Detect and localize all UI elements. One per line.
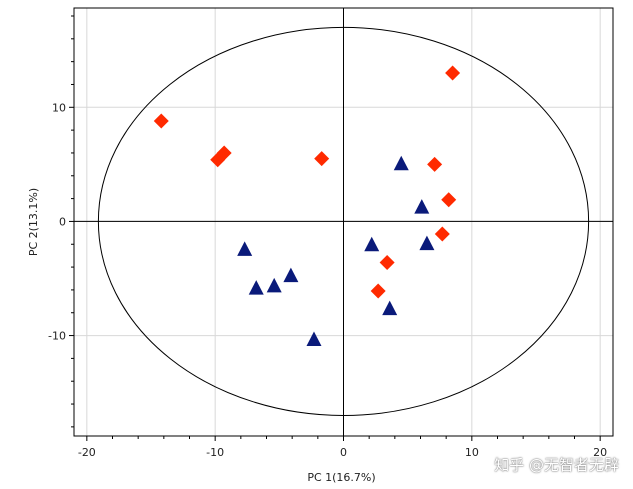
data-point-triangle — [364, 236, 380, 252]
watermark-text: 知乎 @无智者无辟 — [494, 456, 619, 474]
data-point-triangle — [393, 155, 409, 171]
data-point-diamond — [216, 145, 232, 161]
x-tick-label: -20 — [78, 446, 96, 459]
data-point-diamond — [314, 151, 330, 167]
data-point-triangle — [237, 241, 253, 256]
data-point-triangle — [419, 235, 435, 251]
data-point-diamond — [153, 113, 169, 129]
x-tick-label: -10 — [206, 446, 224, 459]
data-point-diamond — [434, 226, 450, 242]
y-axis-title: PC 2(13.1%) — [27, 188, 40, 256]
data-point-triangle — [382, 300, 398, 316]
axis-ticks: -20 -10 0 10 20 -10 0 10 — [48, 15, 607, 459]
data-point-triangle — [266, 277, 282, 293]
data-point-triangle — [306, 331, 322, 346]
data-point-triangle — [414, 199, 430, 214]
data-points — [153, 65, 461, 346]
data-point-diamond — [427, 156, 443, 172]
data-point-triangle — [283, 267, 299, 283]
x-tick-label: 0 — [340, 446, 347, 459]
data-point-diamond — [445, 65, 461, 81]
data-point-triangle — [248, 280, 264, 295]
x-tick-label: 20 — [593, 446, 607, 459]
data-point-diamond — [370, 283, 386, 299]
x-axis-title: PC 1(16.7%) — [307, 471, 375, 484]
x-tick-label: 10 — [465, 446, 479, 459]
zero-lines — [74, 8, 613, 436]
data-point-diamond — [379, 255, 395, 271]
y-tick-label: 0 — [59, 215, 66, 228]
y-tick-label: 10 — [52, 101, 66, 114]
y-tick-label: -10 — [48, 330, 66, 343]
data-point-diamond — [441, 192, 457, 208]
